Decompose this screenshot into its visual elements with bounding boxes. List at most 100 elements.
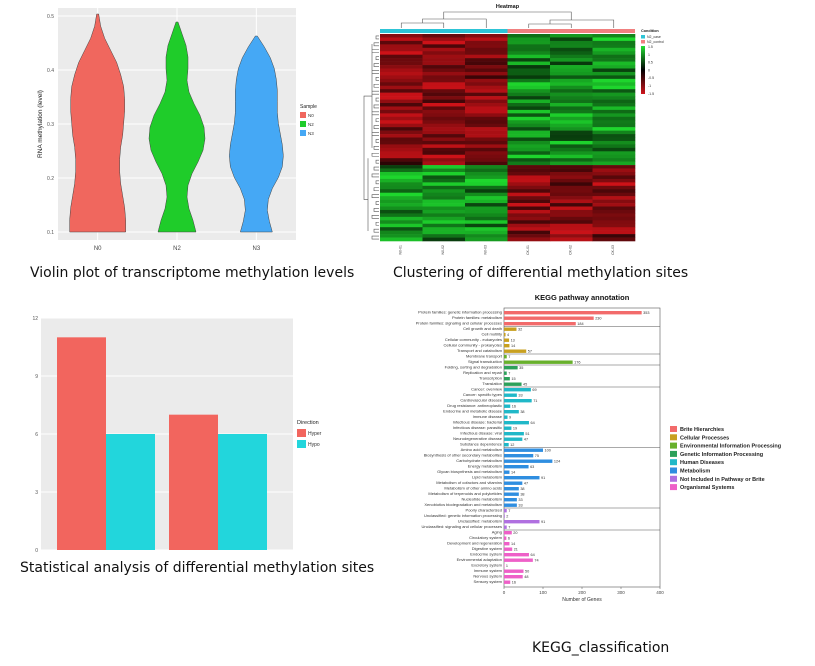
kegg-bar [504,454,534,458]
heatmap-cell [592,209,636,214]
heatmap-cell [380,120,423,124]
legend-label: Hypo [308,442,320,448]
heatmap-cell [592,158,636,162]
heatmap-cell [592,182,636,187]
heatmap-cell [507,120,551,124]
heatmap-cell [507,216,551,221]
heatmap-cell [550,120,593,124]
heatmap-cell [550,165,593,169]
heatmap-cell [465,137,508,142]
heatmap-cell [380,47,423,52]
heatmap-cell [592,234,636,238]
heatmap-cell [592,54,636,59]
kegg-row-label: Cancer: overview [471,387,502,392]
heatmap-cell [550,140,593,145]
heatmap-cell [592,68,636,73]
kegg-bar [504,426,512,430]
heatmap-cell [550,206,593,211]
kegg-bar [504,432,524,436]
heatmap-cell [550,213,593,218]
heatmap-cell [380,234,423,238]
kegg-value-label: 15 [511,377,515,381]
heatmap-cell [422,206,466,211]
kegg-row-label: Infectious disease: parasitic [453,425,502,430]
heatmap-cell [422,158,466,162]
heatmap-cell [592,154,636,159]
kegg-value-label: 7 [508,525,510,529]
legend-label: Human Diseases [680,460,724,466]
kegg-row-label: Metabolism of other amino acids [444,486,502,491]
heatmap-cell [507,40,551,45]
kegg-value-label: 38 [520,487,524,491]
kegg-value-label: 38 [520,492,524,496]
heatmap-cell [550,230,593,235]
heatmap-cell [465,75,508,80]
heatmap-cell [380,82,423,87]
kegg-row-label: Metabolism of terpenoids and polyketides [428,491,502,496]
heatmap-cell [507,127,551,131]
kegg-value-label: 51 [525,432,529,436]
heatmap-cell [592,192,636,197]
violin-N3 [229,35,284,233]
heatmap-cell [592,144,636,149]
heatmap-cell [592,140,636,145]
kegg-bar [504,415,508,419]
kegg-row-label: Signal transduction [468,359,502,364]
colorscale-tick: 1 [648,53,650,57]
kegg-row-label: Lipid metabolism [472,475,503,480]
bar-panel: 0 3 6 9 12 Direction Hyper Hypo [25,312,355,560]
column-label: CK-03 [611,245,615,255]
heatmap-cell [380,109,423,114]
y-tick-label: 3 [35,490,38,496]
kegg-value-label: 7 [508,355,510,359]
heatmap-cell [592,199,636,204]
kegg-row-label: Energy metabolism [468,464,503,469]
heatmap-cell [465,61,508,66]
heatmap-cell [422,147,466,152]
heatmap-cell [465,154,508,159]
y-tick-label: 0.5 [47,14,54,20]
heatmap-cell [507,237,551,242]
heatmap-cell [380,165,423,169]
heatmap-cell [465,168,508,173]
heatmap-cell [422,230,466,235]
heatmap-cell [550,172,593,176]
heatmap-cell [507,113,551,118]
heatmap-cell [592,61,636,66]
heatmap-cell [592,75,636,80]
colorscale-tick: -0.5 [648,76,654,80]
kegg-value-label: 176 [574,360,580,364]
heatmap-cell [550,203,593,207]
heatmap-cell [422,209,466,214]
heatmap-cell [592,40,636,45]
heatmap-cell [592,123,636,128]
heatmap-cell [507,199,551,204]
heatmap-cell [592,165,636,169]
kegg-value-label: 9 [509,415,511,419]
heatmap-cell [550,47,593,52]
heatmap-cell [592,227,636,231]
heatmap-cell [380,161,423,166]
heatmap-cell [507,158,551,162]
heatmap-cell [592,44,636,49]
x-tick-label: 100 [539,590,547,595]
kegg-value-label: 7 [508,509,510,513]
heatmap-cell [592,175,636,180]
violin-N0 [69,13,126,233]
kegg-bar [504,569,524,573]
heatmap-cell [465,151,508,156]
kegg-row-label: Protein families: genetic information pr… [418,310,502,315]
legend-swatch [641,35,645,39]
heatmap-cell [507,223,551,228]
heatmap-cell [422,120,466,124]
heatmap-cell [507,85,551,90]
heatmap-cell [592,147,636,152]
column-dendrogram [400,18,487,28]
heatmap-cell [507,137,551,142]
heatmap-cell [422,96,466,100]
heatmap-cell [422,192,466,197]
heatmap-cell [507,78,551,83]
heatmap-cell [380,54,423,59]
heatmap-cell [465,37,508,42]
kegg-bar [504,536,507,540]
